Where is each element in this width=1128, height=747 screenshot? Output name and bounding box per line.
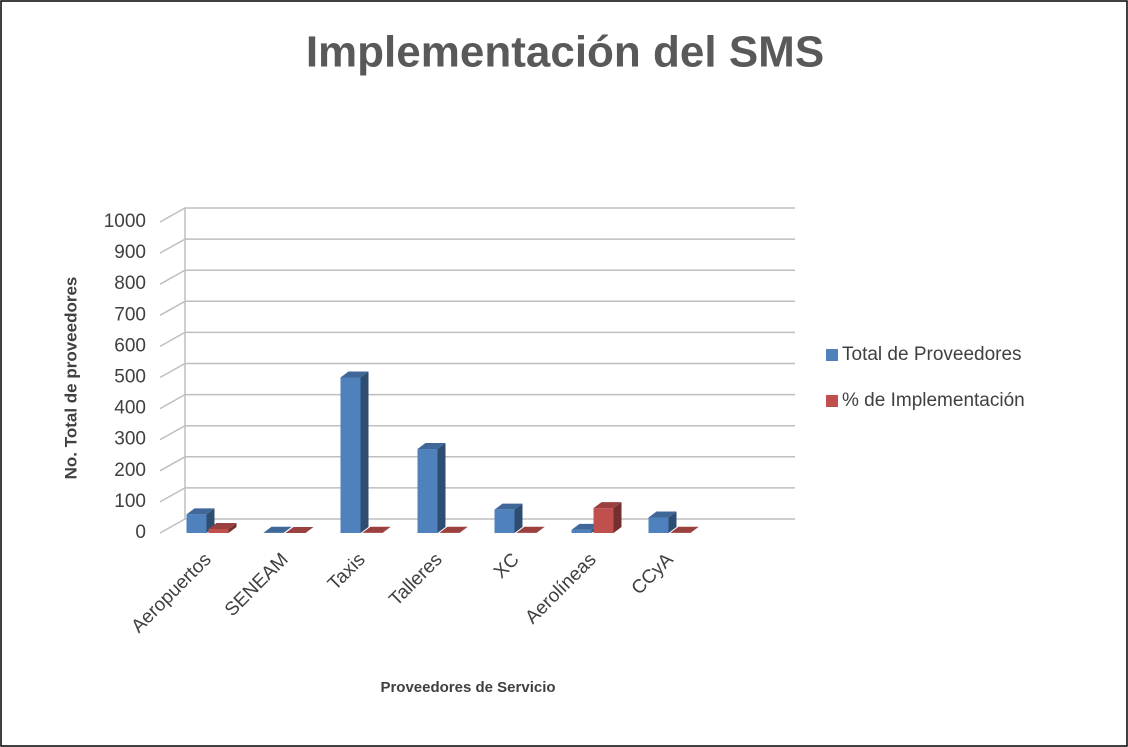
grid-line	[159, 362, 795, 379]
bar	[439, 526, 468, 533]
bar	[362, 526, 391, 533]
bar	[417, 443, 446, 533]
grid-line	[159, 238, 795, 254]
legend-swatch	[826, 349, 838, 361]
legend-label: Total de Proveedores	[842, 344, 1022, 365]
grid-line	[159, 487, 795, 503]
bar	[670, 526, 699, 533]
bar	[340, 371, 369, 533]
bar	[593, 502, 622, 533]
bar	[648, 511, 677, 533]
y-tick-label: 600	[114, 335, 146, 356]
bar	[516, 526, 545, 533]
bar	[494, 503, 523, 533]
bar	[285, 527, 314, 533]
grid-line	[159, 424, 795, 441]
grid-line	[159, 331, 795, 348]
grid-line	[159, 456, 795, 472]
x-axis-label: Proveedores de Servicio	[380, 679, 555, 696]
y-axis-label: No. Total de proveedores	[61, 277, 80, 480]
grid-line	[159, 518, 795, 534]
grid-line	[159, 207, 795, 223]
y-tick-label: 200	[114, 460, 146, 481]
y-tick-label: 800	[114, 273, 146, 294]
chart-title: Implementación del SMS	[306, 28, 824, 77]
grid-line	[159, 269, 795, 285]
y-tick-label: 100	[114, 491, 146, 512]
legend-swatch	[826, 395, 838, 407]
legend-label: % de Implementación	[842, 390, 1025, 411]
y-tick-label: 900	[114, 242, 146, 263]
y-tick-label: 0	[135, 522, 146, 543]
bar	[208, 522, 237, 533]
grid-line	[159, 393, 795, 410]
y-tick-label: 400	[114, 398, 146, 419]
y-tick-label: 1000	[104, 211, 146, 232]
y-tick-label: 700	[114, 304, 146, 325]
grid-line	[159, 300, 795, 316]
y-tick-label: 500	[114, 367, 146, 388]
bar	[263, 526, 292, 533]
y-tick-label: 300	[114, 429, 146, 450]
